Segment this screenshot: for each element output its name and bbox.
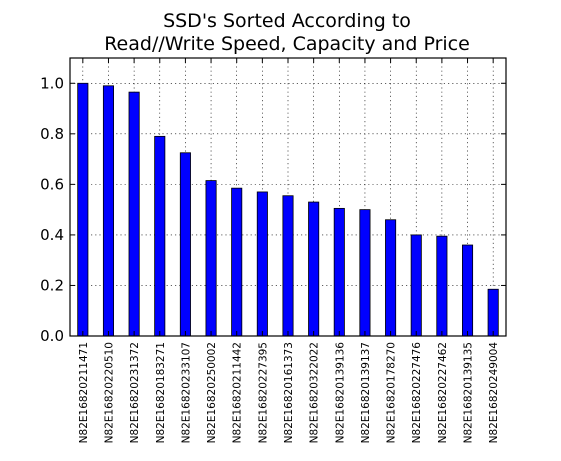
x-tick-label: N82E16820233107: [180, 342, 192, 443]
label-layer: 0.0 0.2 0.4 0.6 0.8 1.0 N82E16820211471 N82E168…: [40, 74, 500, 443]
bar-N82E16820227462: [436, 235, 448, 337]
x-tick-label: N82E16820227476: [411, 342, 423, 444]
bar-N82E16820220510: [102, 85, 115, 337]
bar-N82E16820322022: [308, 201, 320, 337]
x-tick-label: N82E16820178270: [386, 342, 398, 443]
x-tick-label: N82E16820220510: [103, 342, 115, 443]
bar-N82E16820183271: [154, 135, 166, 337]
x-tick-label: N82E16820211471: [78, 342, 90, 443]
chart-title-line-2: Read//Write Speed, Capacity and Price: [104, 33, 470, 55]
x-tick-label: N82E16820227395: [257, 342, 269, 443]
bar-N82E16820249004: [487, 288, 499, 337]
y-tick-label: 0.6: [40, 175, 64, 193]
bar-N82E16820227476: [410, 234, 422, 337]
y-tick-label: 1.0: [40, 74, 64, 92]
bar-N82E16820211442: [231, 187, 243, 337]
x-tick-label: N82E16820227462: [437, 342, 449, 443]
x-tick-label: N82E16820211442: [232, 342, 244, 443]
bar-N82E16820227395: [256, 191, 268, 337]
bar-N82E16820211471: [77, 82, 89, 337]
bar-N82E16820139135: [461, 244, 474, 337]
axis-layer: [69, 57, 507, 337]
x-tick-label: N82E16820249004: [488, 342, 500, 444]
plot-frame: [69, 57, 507, 337]
y-tick-label: 0.4: [40, 226, 64, 244]
bar-N82E16820231372: [128, 91, 140, 337]
x-tick-label: N82E16820183271: [155, 342, 167, 443]
y-tick-label: 0.0: [40, 327, 64, 345]
bar-N82E16820233107: [179, 152, 191, 337]
y-tick-label: 0.8: [40, 125, 64, 143]
x-tick-label: N82E16820139137: [360, 342, 372, 443]
bar-N82E16820178270: [385, 219, 397, 337]
bar-N82E16820139136: [333, 207, 345, 337]
x-tick-label: N82E16820231372: [129, 342, 141, 443]
bar-N82E16820161373: [282, 195, 294, 337]
x-tick-label: N82E16820250002: [206, 342, 218, 443]
bar-layer: [77, 82, 499, 337]
bar-N82E16820250002: [205, 180, 217, 337]
x-tick-label: N82E16820139136: [334, 342, 346, 444]
x-tick-label: N82E16820161373: [283, 342, 295, 443]
x-tick-label: N82E16820139135: [463, 342, 475, 443]
bar-N82E16820139137: [359, 209, 371, 337]
x-tick-label: N82E16820322022: [309, 342, 321, 443]
y-tick-label: 0.2: [40, 276, 64, 294]
chart-title-line-1: SSD's Sorted According to: [163, 10, 411, 32]
